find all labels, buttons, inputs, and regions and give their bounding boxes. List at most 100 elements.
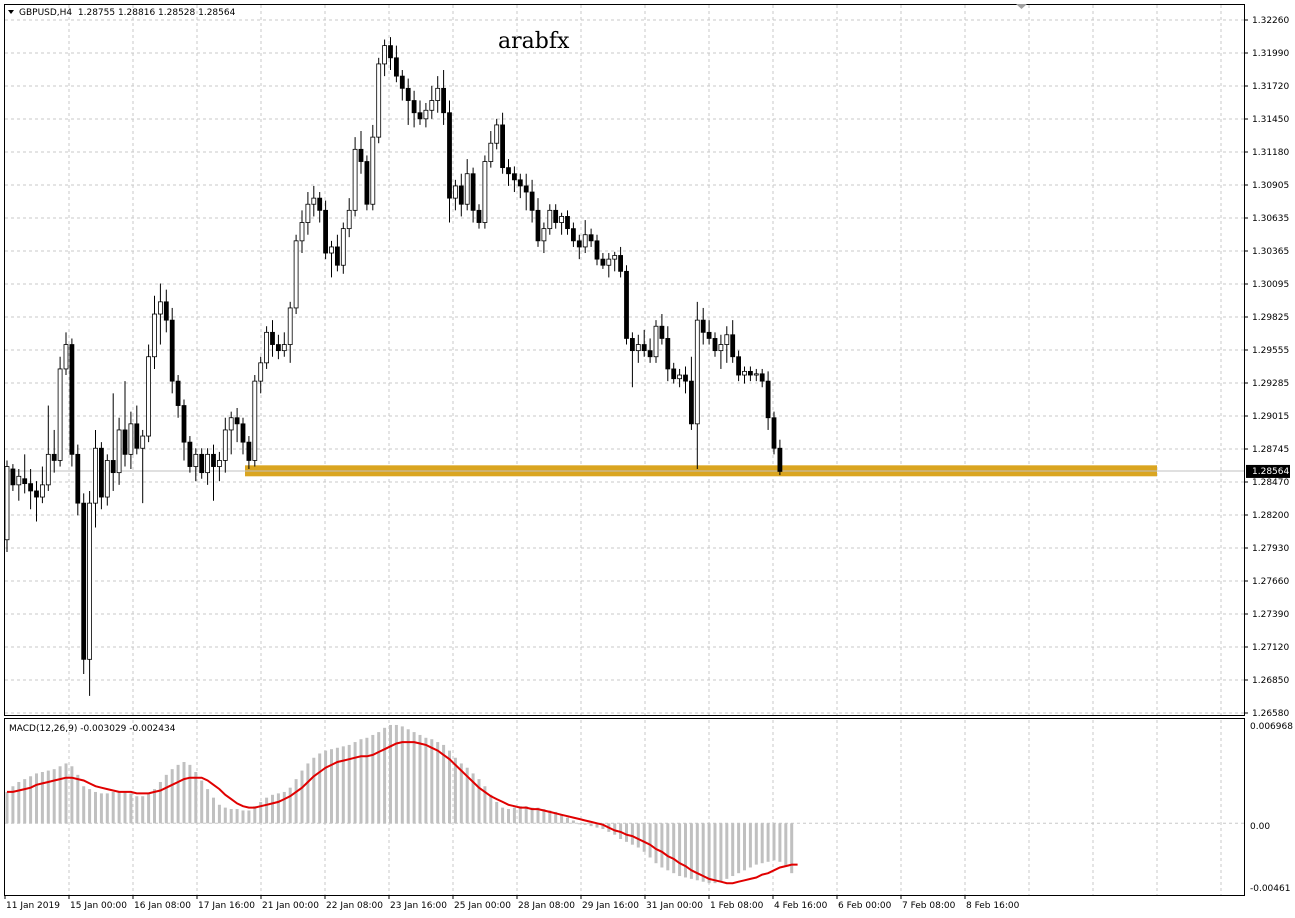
macd-bar [412,732,416,824]
price-grid [5,5,1244,715]
bear-candle-body [275,344,281,352]
bull-candle-body [293,240,299,309]
price-tick-label: 1.31180 [1252,148,1289,158]
macd-bar [318,753,322,824]
candle [216,451,222,482]
bear-candle-body [706,331,712,339]
macd-bar [99,793,103,824]
candle [181,399,187,461]
time-tick-label: 17 Jan 16:00 [198,901,255,911]
macd-bar [784,823,788,867]
macd-bar [377,732,381,824]
macd-bar [123,791,127,824]
candle [352,137,358,217]
macd-bar [64,763,68,824]
macd-bar [58,766,62,824]
bear-candle-body [700,319,706,333]
macd-bar [105,793,109,824]
bear-candle-body [99,447,104,498]
support-zone-layer [5,465,1244,477]
candle [771,411,777,455]
candle [529,179,535,223]
bear-candle-body [571,228,576,242]
macd-bar [46,770,50,824]
macd-bar [371,734,375,824]
shift-marker-icon[interactable] [1016,4,1027,9]
time-axis: 11 Jan 2019 15 Jan 00:00 16 Jan 08:00 17 Ja… [4,895,1020,911]
price-axis: 1.32260 1.31990 1.31720 1.31450 1.31180 1.309… [1244,16,1289,719]
price-tick-label: 1.31720 [1252,82,1289,92]
bear-candle-body [169,319,175,382]
bear-candle-body [506,167,511,175]
macd-bar [743,823,746,871]
macd-bar [383,727,387,824]
macd-bar [82,786,86,824]
candle [559,212,564,235]
macd-bar [725,823,729,879]
bear-candle-body [388,45,393,59]
price-tick-label: 1.28745 [1252,445,1289,455]
bear-candle-body [458,185,464,205]
bull-candle-body [193,453,199,467]
macd-bar [406,729,410,824]
candle [364,155,370,211]
candle [40,466,45,504]
bear-candle-body [323,209,329,254]
bear-candle-body [600,258,606,266]
macd-bar [223,807,227,824]
bull-candle-body [311,197,317,205]
candle [641,329,647,357]
candle [287,301,293,363]
price-tick-label: 1.29555 [1252,346,1289,356]
macd-bar [566,817,569,824]
macd-bar [300,770,304,824]
macd-bar [748,823,752,868]
macd-bar [259,801,263,824]
macd-bar [52,769,56,824]
candle [594,234,600,266]
macd-bar [282,791,286,824]
price-tick-label: 1.26850 [1252,676,1289,686]
bull-candle-body [452,185,458,199]
macd-bar [684,823,687,878]
bear-candle-body [500,124,506,169]
bull-candle-body [93,447,98,504]
bull-candle-body [216,460,222,467]
candle [87,490,92,696]
bear-candle-body [358,148,364,162]
bear-candle-body [777,447,783,472]
time-tick-label: 6 Feb 00:00 [838,901,892,911]
candle [4,460,10,552]
macd-bar [595,823,599,828]
bear-candle-body [659,325,665,339]
bear-candle-body [565,216,570,230]
macd-bar [707,823,711,884]
bull-candle-body [104,460,110,498]
bear-candle-body [34,490,39,498]
macd-bar [501,807,505,824]
macd-bar [542,809,546,824]
macd-bar [560,814,564,824]
time-tick-label: 29 Jan 16:00 [582,901,639,911]
bear-candle-body [364,161,370,205]
candle [264,326,270,369]
bull-candle-body [222,429,228,461]
bull-candle-body [87,502,92,660]
macd-bar [117,791,121,824]
bear-candle-body [447,112,452,199]
macd-axis-label: -0.00461 [1250,884,1290,894]
macd-axis-label: 0.006968 [1250,722,1293,732]
candle [458,173,464,217]
collapse-triangle-icon[interactable] [8,10,14,14]
macd-bar [23,779,27,824]
candle [93,429,98,528]
macd-bar [495,801,499,824]
price-tick-label: 1.26580 [1252,709,1289,719]
macd-bar [719,823,723,882]
macd-bar [400,726,404,824]
bear-candle-body [181,405,187,443]
macd-bar [235,809,239,824]
candle [730,320,736,363]
macd-bar [17,781,21,824]
bear-candle-body [535,209,541,242]
